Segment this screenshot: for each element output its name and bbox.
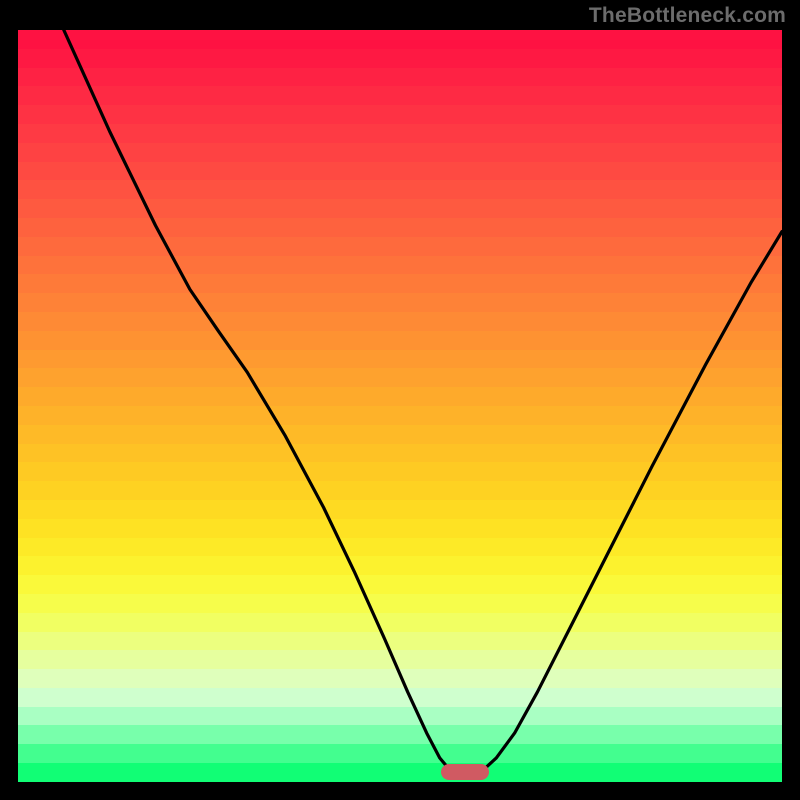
legend-marker — [441, 764, 489, 780]
curve-overlay — [18, 30, 782, 782]
bottleneck-curve — [64, 30, 782, 776]
watermark-text: TheBottleneck.com — [589, 4, 786, 28]
chart-frame: TheBottleneck.com — [0, 0, 800, 800]
plot-area — [18, 30, 782, 782]
